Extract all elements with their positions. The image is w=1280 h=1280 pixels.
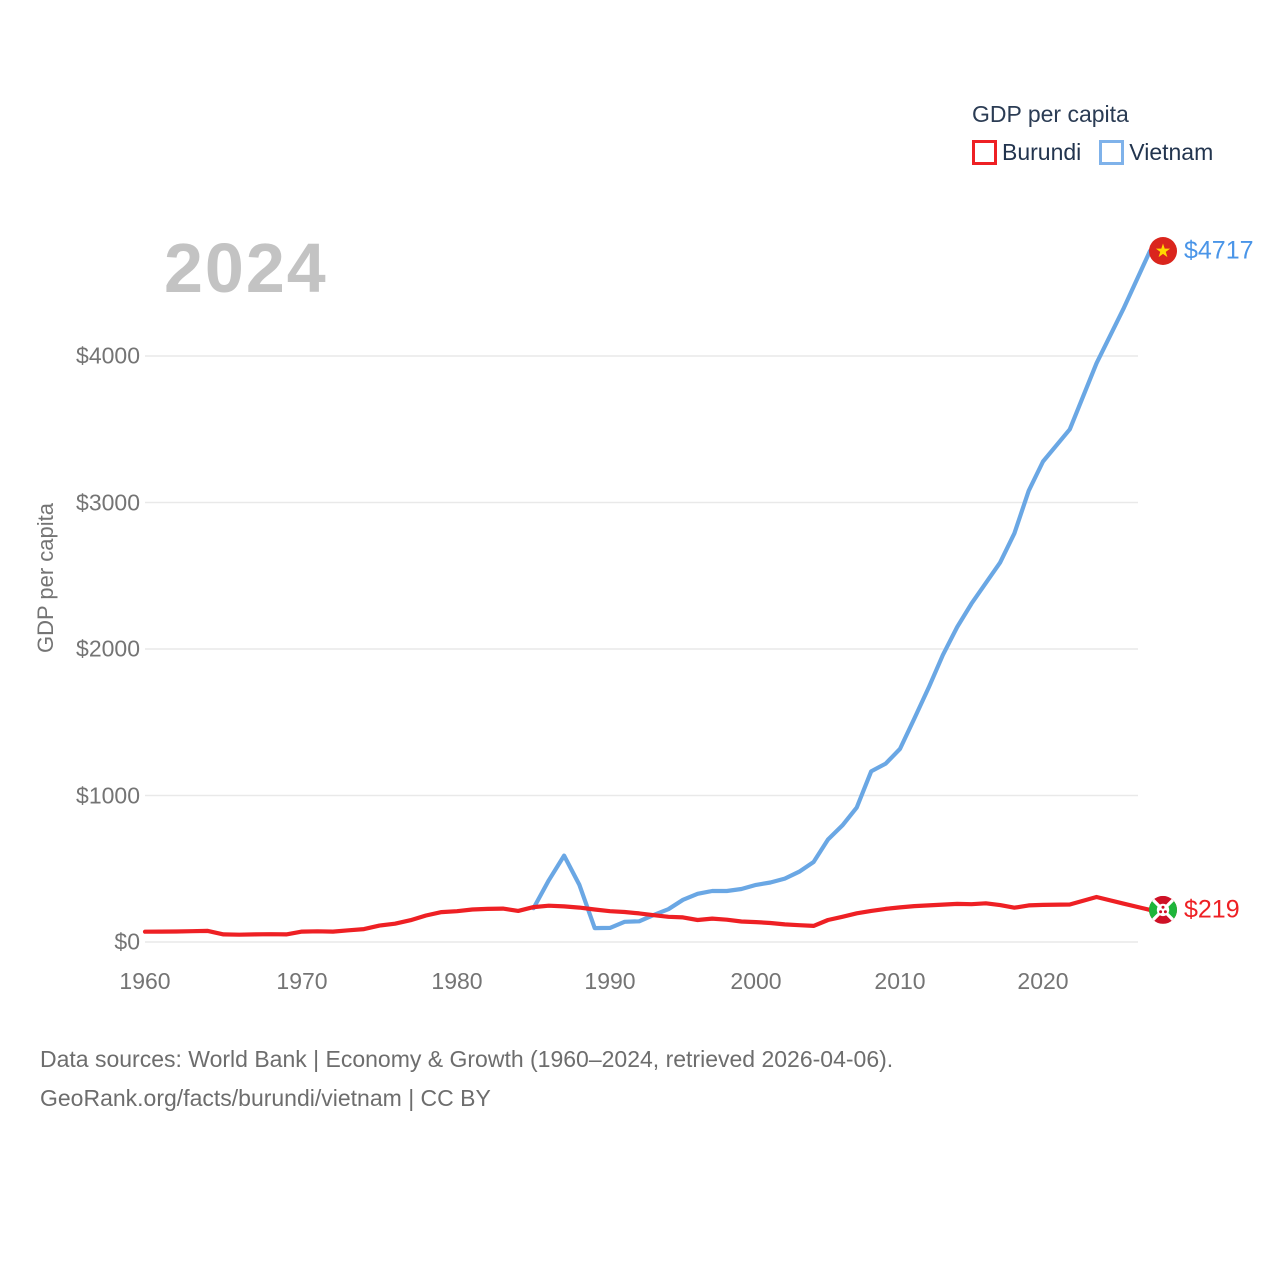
legend-item-burundi[interactable]: Burundi bbox=[972, 139, 1081, 166]
x-tick-label: 2010 bbox=[874, 968, 926, 994]
burundi-value-label: $219 bbox=[1184, 895, 1240, 924]
x-tick-label: 1990 bbox=[584, 968, 636, 994]
y-tick-label: $0 bbox=[114, 928, 140, 955]
legend-label-burundi: Burundi bbox=[1002, 139, 1082, 165]
legend-row: Burundi Vietnam bbox=[972, 139, 1213, 166]
x-tick-label: 2020 bbox=[1017, 968, 1069, 994]
legend-label-vietnam: Vietnam bbox=[1129, 139, 1214, 165]
vietnam-flag-icon bbox=[1149, 237, 1177, 265]
x-tick-label: 1960 bbox=[119, 968, 171, 994]
gridlines bbox=[145, 355, 1138, 943]
x-tick-label: 2000 bbox=[730, 968, 782, 994]
y-tick-label: $4000 bbox=[76, 342, 140, 369]
legend-item-vietnam[interactable]: Vietnam bbox=[1099, 139, 1213, 166]
y-tick-label: $2000 bbox=[76, 635, 140, 662]
attribution-text: GeoRank.org/facts/burundi/vietnam | CC B… bbox=[40, 1085, 491, 1111]
y-tick-label: $1000 bbox=[76, 782, 140, 808]
vietnam-swatch-icon bbox=[1099, 140, 1125, 165]
y-axis-title: GDP per capita bbox=[33, 502, 58, 654]
legend-title: GDP per capita bbox=[972, 101, 1129, 127]
burundi-line bbox=[142, 894, 1153, 937]
vietnam-line bbox=[531, 248, 1153, 931]
y-tick-label: $3000 bbox=[76, 489, 140, 515]
x-tick-label: 1970 bbox=[276, 968, 328, 994]
vietnam-value-label: $4717 bbox=[1184, 236, 1254, 265]
burundi-flag-icon bbox=[1149, 895, 1177, 924]
x-tick-label: 1980 bbox=[431, 968, 483, 994]
chart-legend: GDP per capita Burundi Vietnam bbox=[972, 101, 1213, 166]
data-sources-text: Data sources: World Bank | Economy & Gro… bbox=[40, 1046, 894, 1072]
burundi-swatch-icon bbox=[972, 140, 997, 165]
watermark-year: 2024 bbox=[164, 229, 328, 307]
series-lines bbox=[142, 248, 1153, 937]
